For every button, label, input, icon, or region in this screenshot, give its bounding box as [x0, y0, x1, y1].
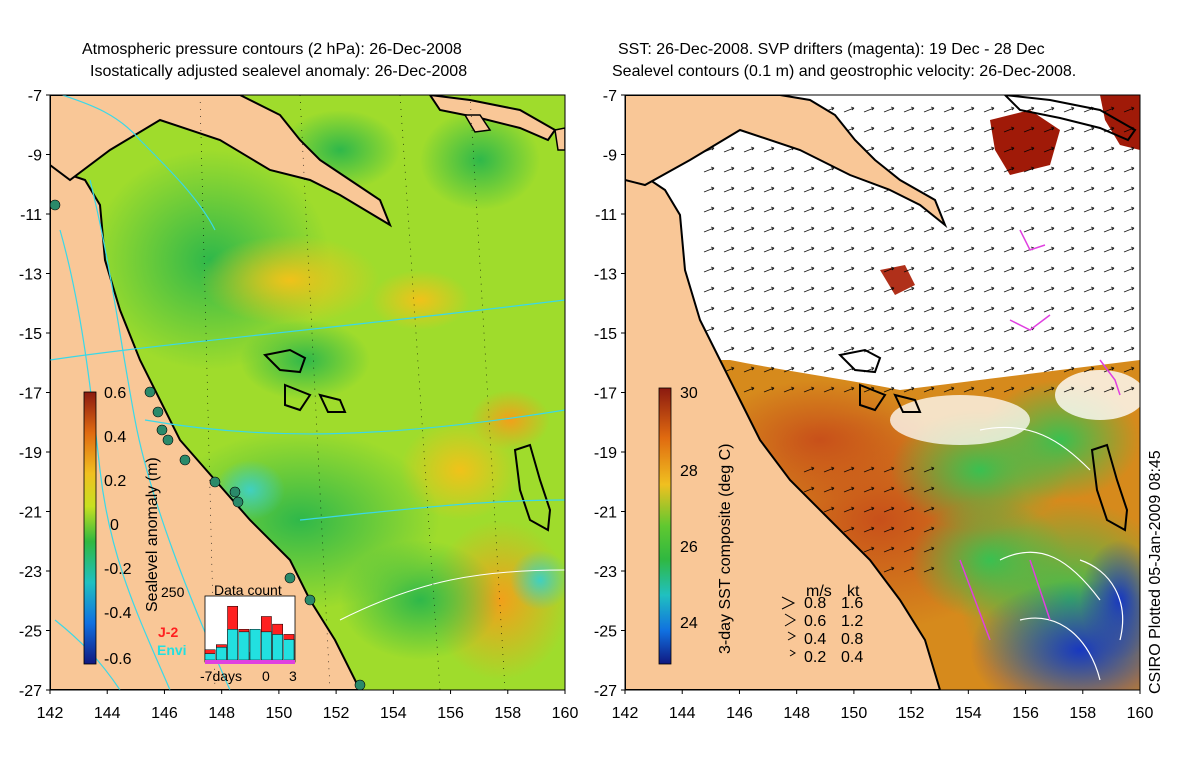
left-lat-label: -9: [28, 148, 42, 165]
right-lat-label: -23: [594, 564, 617, 581]
left-lon-label: 154: [380, 705, 407, 722]
left-colorbar: [83, 391, 97, 665]
inset-title: Data count: [214, 582, 282, 598]
right-cbar-tick: 28: [680, 463, 698, 480]
right-lat-label: -7: [603, 88, 617, 105]
right-lon-label: 158: [1069, 705, 1096, 722]
left-lat-label: -15: [19, 326, 42, 343]
right-lat-label: -15: [594, 326, 617, 343]
left-lon-label: 142: [37, 705, 64, 722]
right-lat-label: -25: [594, 624, 617, 641]
plot-credit: CSIRO Plotted 05-Jan-2009 08:45: [1147, 450, 1164, 694]
left-lat-label: -7: [28, 88, 42, 105]
left-lon-label: 160: [552, 705, 579, 722]
right-lon-label: 156: [1012, 705, 1039, 722]
legend-j2: J-2: [158, 624, 179, 640]
left-title-line1: Atmospheric pressure contours (2 hPa): 2…: [82, 41, 462, 58]
right-lat-label: -11: [595, 207, 617, 224]
speed-row-kt: 0.8: [841, 631, 864, 648]
speed-header-ms: m/s: [806, 583, 832, 600]
hist-bar-envi: [227, 629, 238, 661]
right-cbar-tick: 26: [680, 539, 698, 556]
right-lon-label: 154: [955, 705, 982, 722]
inset-x-start: -7days: [200, 668, 243, 684]
left-title-line2: Isostatically adjusted sealevel anomaly:…: [90, 63, 468, 80]
left-colorbar-label: Sealevel anomaly (m): [144, 457, 161, 612]
left-lat-label: -13: [19, 267, 42, 284]
right-lat-label: -27: [594, 683, 617, 700]
axes-layer: -7 -9 -11 -13 -15 -17 -19 -21 -23 -25 -27 142 144 146…: [19, 88, 1154, 722]
right-colorbar-label: 3-day SST composite (deg C): [717, 443, 734, 654]
hist-bar-envi: [204, 653, 216, 661]
left-lon-label: 156: [437, 705, 464, 722]
left-cbar-tick: 0.4: [104, 429, 127, 446]
legend-envi: Envi: [157, 642, 187, 658]
speed-header-kt: kt: [847, 583, 860, 600]
inset-x-zero: 0: [262, 668, 270, 684]
right-lon-label: 144: [669, 705, 696, 722]
hist-bar-envi: [283, 639, 295, 661]
left-cbar-tick: 0: [110, 517, 119, 534]
right-lon-label: 146: [726, 705, 753, 722]
left-lon-label: 158: [494, 705, 521, 722]
inset-x-end: 3: [289, 668, 297, 684]
left-map-area: [50, 95, 565, 690]
right-cbar-tick: 24: [680, 615, 698, 632]
left-lat-label: -21: [19, 505, 42, 522]
left-cbar-tick: -0.2: [104, 561, 132, 578]
right-lat-label: -9: [603, 148, 617, 165]
right-lon-label: 142: [612, 705, 639, 722]
left-lon-label: 152: [323, 705, 350, 722]
right-lon-label: 152: [898, 705, 925, 722]
speed-row-ms: 0.2: [804, 649, 827, 666]
right-lat-label: -19: [594, 445, 617, 462]
left-lat-label: -23: [19, 564, 42, 581]
left-cbar-tick: -0.6: [104, 651, 132, 668]
hist-bar-envi: [216, 646, 227, 661]
left-lon-label: 146: [151, 705, 178, 722]
left-cbar-tick: -0.4: [104, 605, 132, 622]
right-lon-label: 148: [783, 705, 810, 722]
left-lon-label: 148: [208, 705, 235, 722]
left-lon-label: 150: [266, 705, 293, 722]
right-title-line1: SST: 26-Dec-2008. SVP drifters (magenta)…: [618, 41, 1045, 58]
speed-row-kt: 1.2: [841, 613, 864, 630]
right-lat-label: -13: [594, 267, 617, 284]
hist-bar-envi: [238, 631, 250, 661]
inset-ymax-label: 250: [161, 584, 185, 600]
right-lon-label: 160: [1127, 705, 1154, 722]
right-lat-label: -21: [594, 505, 617, 522]
right-map-area: [625, 95, 1140, 690]
speed-row-ms: 0.8: [804, 595, 827, 612]
hist-bar-envi: [249, 629, 261, 661]
hist-bar-envi: [272, 634, 283, 661]
speed-row-kt: 1.6: [841, 595, 864, 612]
right-title-line2: Sealevel contours (0.1 m) and geostrophi…: [612, 63, 1077, 80]
left-cbar-tick: 0.6: [104, 385, 127, 402]
speed-row-ms: 0.4: [804, 631, 827, 648]
right-lon-label: 150: [841, 705, 868, 722]
speed-row-kt: 0.4: [841, 649, 864, 666]
left-lat-label: -25: [19, 624, 42, 641]
speed-row-ms: 0.6: [804, 613, 827, 630]
data-count-inset: [204, 595, 296, 664]
left-lat-label: -19: [19, 445, 42, 462]
left-lon-label: 144: [94, 705, 121, 722]
left-lat-label: -17: [19, 386, 42, 403]
speed-legend-arrows: [781, 596, 797, 657]
left-cbar-tick: 0.2: [104, 473, 127, 490]
right-colorbar: [658, 387, 672, 665]
left-lat-label: -27: [19, 683, 42, 700]
hist-bar-envi: [261, 631, 272, 661]
right-lat-label: -17: [594, 386, 617, 403]
left-lat-label: -11: [20, 207, 42, 224]
right-cbar-tick: 30: [680, 385, 698, 402]
